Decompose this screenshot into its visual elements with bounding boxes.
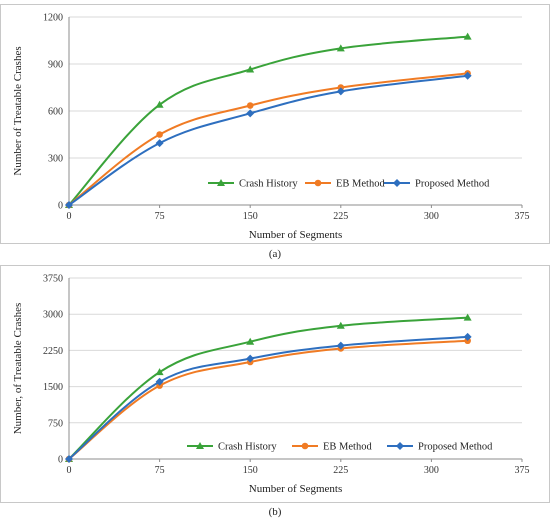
legend-label: Crash History bbox=[239, 179, 298, 190]
x-tick-label: 0 bbox=[67, 211, 72, 222]
y-tick-label: 900 bbox=[48, 60, 63, 71]
data-point bbox=[246, 109, 255, 118]
caption-a: (a) bbox=[268, 248, 282, 260]
series-proposed-method bbox=[65, 332, 472, 463]
legend-marker bbox=[217, 179, 225, 186]
y-tick-label: 1200 bbox=[43, 13, 63, 24]
y-tick-label: 2250 bbox=[43, 346, 63, 357]
series-line bbox=[68, 316, 468, 460]
data-point bbox=[336, 321, 345, 329]
chart-panel-b: 0 750 1500 2250 3000 3750 0 75 150 225 300 375 Numbe… bbox=[0, 265, 550, 503]
x-tick-label: 300 bbox=[424, 465, 439, 476]
chart-b-svg: 0 750 1500 2250 3000 3750 0 75 150 225 300 375 Numbe… bbox=[12, 274, 530, 496]
data-point bbox=[155, 139, 164, 148]
y-tick-label: 750 bbox=[48, 418, 63, 429]
caption-b: (b) bbox=[268, 506, 282, 518]
x-tick-label: 75 bbox=[155, 211, 165, 222]
data-point bbox=[463, 71, 472, 80]
y-tick-label: 300 bbox=[48, 154, 63, 165]
data-point bbox=[65, 455, 73, 463]
legend-label: EB Method bbox=[323, 442, 372, 453]
data-point bbox=[246, 102, 254, 109]
data-point bbox=[463, 313, 472, 321]
y-axis-title: Number, of Treatable Crashes bbox=[12, 303, 24, 435]
x-tick-label: 75 bbox=[155, 465, 165, 476]
y-tick-label: 0 bbox=[58, 201, 63, 212]
x-tick-label: 375 bbox=[515, 465, 530, 476]
legend-label: EB Method bbox=[336, 179, 385, 190]
legend-marker bbox=[396, 442, 404, 450]
data-point bbox=[336, 44, 345, 52]
y-tick-label: 600 bbox=[48, 107, 63, 118]
legend-label: Proposed Method bbox=[415, 179, 490, 190]
x-axis-title: Number of Segments bbox=[249, 229, 342, 241]
data-point bbox=[336, 87, 345, 96]
series-crash-history bbox=[65, 313, 472, 462]
x-tick-label: 0 bbox=[67, 465, 72, 476]
legend-label: Proposed Method bbox=[418, 442, 493, 453]
legend-marker bbox=[196, 442, 204, 449]
x-tick-label: 225 bbox=[333, 211, 348, 222]
data-point bbox=[463, 32, 472, 40]
data-point bbox=[155, 377, 164, 386]
y-tick-label: 0 bbox=[58, 455, 63, 466]
x-tick-label: 300 bbox=[424, 211, 439, 222]
y-axis-title: Number of Treatable Crashes bbox=[12, 46, 24, 175]
x-axis-title: Number of Segments bbox=[249, 483, 342, 495]
data-point bbox=[246, 354, 255, 363]
legend-label: Crash History bbox=[218, 442, 277, 453]
x-tick-label: 375 bbox=[515, 211, 530, 222]
y-tick-label: 1500 bbox=[43, 382, 63, 393]
data-point bbox=[155, 368, 164, 376]
data-point bbox=[246, 65, 255, 73]
x-tick-label: 150 bbox=[243, 211, 258, 222]
data-point bbox=[463, 332, 472, 341]
legend-marker bbox=[393, 179, 401, 187]
chart-a-svg: 0 300 600 900 1200 0 75 150 225 300 375 Number of S… bbox=[12, 13, 530, 242]
legend-marker bbox=[301, 442, 309, 450]
legend-marker bbox=[314, 179, 322, 187]
data-point bbox=[156, 131, 163, 138]
x-tick-label: 150 bbox=[243, 465, 258, 476]
chart-panel-a: 0 300 600 900 1200 0 75 150 225 300 375 Number of S… bbox=[0, 4, 550, 244]
data-point bbox=[246, 337, 255, 345]
y-tick-label: 3000 bbox=[43, 310, 63, 321]
data-point bbox=[65, 201, 73, 209]
x-tick-label: 225 bbox=[333, 465, 348, 476]
data-point bbox=[336, 341, 345, 350]
series-proposed-method bbox=[65, 71, 472, 209]
data-point bbox=[155, 100, 164, 108]
y-tick-label: 3750 bbox=[43, 274, 63, 285]
